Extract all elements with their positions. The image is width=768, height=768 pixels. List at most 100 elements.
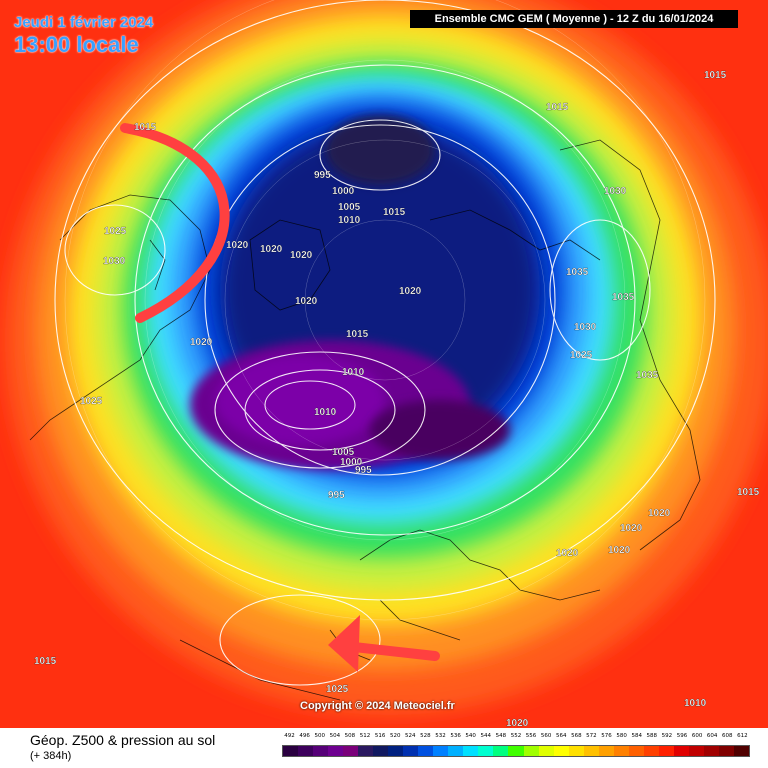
isobar-label: 1015	[34, 656, 57, 667]
isobar-label: 1020	[226, 240, 249, 251]
isobar-label: 1020	[260, 244, 283, 255]
isobar-labels: 1015 1015 1015 995 1000 1005 1010 1015 1…	[34, 70, 760, 728]
legend-value: 540	[465, 733, 476, 739]
lat-circle-80	[304, 219, 466, 381]
legend-value: 560	[540, 733, 552, 739]
isobar-label: 1005	[338, 202, 361, 213]
isobar-label: 1020	[506, 718, 529, 728]
lat-circle-70	[224, 139, 546, 461]
isobar-lines	[54, 0, 716, 686]
legend-value: 600	[691, 733, 703, 739]
coast-north-america	[29, 194, 211, 441]
legend-swatch	[718, 746, 734, 756]
legend-value: 516	[374, 733, 386, 739]
legend-swatch	[418, 746, 434, 756]
isobar-label: 1000	[332, 186, 355, 197]
legend-value: 580	[616, 733, 627, 739]
isobar-label: 1015	[704, 70, 727, 81]
isobar-inner	[204, 124, 556, 476]
color-legend	[282, 745, 750, 757]
legend-swatch	[553, 746, 569, 756]
legend-value: 548	[495, 733, 507, 739]
isobar-label: 1020	[295, 296, 318, 307]
field-dark-purple-east	[370, 400, 510, 460]
isobar-label: 1020	[190, 337, 213, 348]
legend-swatch	[463, 746, 479, 756]
coast-asia	[559, 139, 701, 551]
field-dark-purple	[215, 355, 385, 445]
annotation-ridge-curve	[120, 123, 230, 323]
legend-swatch	[598, 746, 614, 756]
isobar-label: 1030	[574, 322, 597, 333]
legend-swatch	[313, 746, 329, 756]
isobar-label: 1015	[546, 102, 569, 113]
legend-swatch	[703, 746, 719, 756]
legend-swatch	[538, 746, 554, 756]
isobar-label: 1020	[608, 545, 631, 556]
legend-value: 604	[706, 733, 718, 739]
legend-swatch	[298, 746, 314, 756]
isobar-label: 1025	[326, 684, 349, 695]
isobar-north-low	[319, 119, 441, 191]
isobar-label: 1010	[342, 367, 365, 378]
isobar-label: 1035	[612, 292, 635, 303]
isobar-label: 995	[355, 465, 372, 476]
legend-swatch	[643, 746, 659, 756]
isobar-label: 1035	[636, 370, 659, 381]
forecast-time: 13:00 locale	[14, 32, 139, 57]
isobar-label: 1020	[290, 250, 313, 261]
legend-value: 576	[601, 733, 612, 739]
legend-labels: 492 496 500 504 508 512 516 520 524 528 532 536 540 5…	[282, 733, 750, 742]
isobar-low-3	[264, 380, 356, 430]
legend-value: 584	[631, 733, 642, 739]
isobar-label: 1025	[570, 350, 593, 361]
legend-value: 544	[480, 733, 492, 739]
legend-value: 556	[525, 733, 537, 739]
legend-value: 524	[405, 733, 416, 739]
isobar-label: 1030	[103, 256, 126, 267]
legend-value: 500	[314, 733, 325, 739]
isobar-azores-high	[219, 594, 381, 686]
lat-circle-60	[144, 59, 626, 541]
legend-value: 504	[329, 733, 341, 739]
forecast-date: Jeudi 1 février 2024	[14, 14, 154, 31]
legend-value: 512	[359, 733, 371, 739]
legend-swatch	[358, 746, 374, 756]
legend-value: 520	[389, 733, 401, 739]
legend-swatch	[388, 746, 404, 756]
isobar-label: 1025	[104, 226, 127, 237]
legend-value: 528	[420, 733, 431, 739]
isobar-outer	[54, 0, 716, 601]
isobar-low-1	[214, 351, 426, 469]
isobar-label: 1005	[332, 447, 355, 458]
legend-value: 496	[299, 733, 310, 739]
legend-value: 552	[510, 733, 522, 739]
annotation-arrow	[340, 641, 440, 661]
legend-value: 536	[450, 733, 461, 739]
legend-swatch	[508, 746, 524, 756]
legend-value: 596	[676, 733, 688, 739]
copyright-notice: Copyright © 2024 Meteociel.fr	[300, 700, 455, 712]
isobar-label: 1015	[346, 329, 369, 340]
isobar-low-2	[244, 369, 396, 451]
isobar-label: 1015	[383, 207, 406, 218]
legend-value: 588	[646, 733, 658, 739]
annotation-arrowhead	[328, 615, 360, 672]
isobar-label: 1015	[737, 487, 760, 498]
lat-circle-50	[64, 0, 706, 621]
legend-swatch	[403, 746, 419, 756]
isobar-label: 995	[314, 170, 331, 181]
isobar-label: 1015	[134, 122, 157, 133]
isobar-label: 1025	[80, 396, 103, 407]
legend-swatch	[733, 746, 749, 756]
isobar-label: 1020	[399, 286, 422, 297]
legend-value: 568	[571, 733, 582, 739]
isobar-label: 1020	[648, 508, 671, 519]
map-canvas: 1015 1015 1015 995 1000 1005 1010 1015 1…	[0, 0, 768, 728]
legend-swatch	[373, 746, 389, 756]
isobar-label: 1010	[684, 698, 707, 709]
coast-africa	[179, 639, 341, 701]
legend-swatch	[523, 746, 539, 756]
lead-time: (+ 384h)	[30, 750, 72, 762]
